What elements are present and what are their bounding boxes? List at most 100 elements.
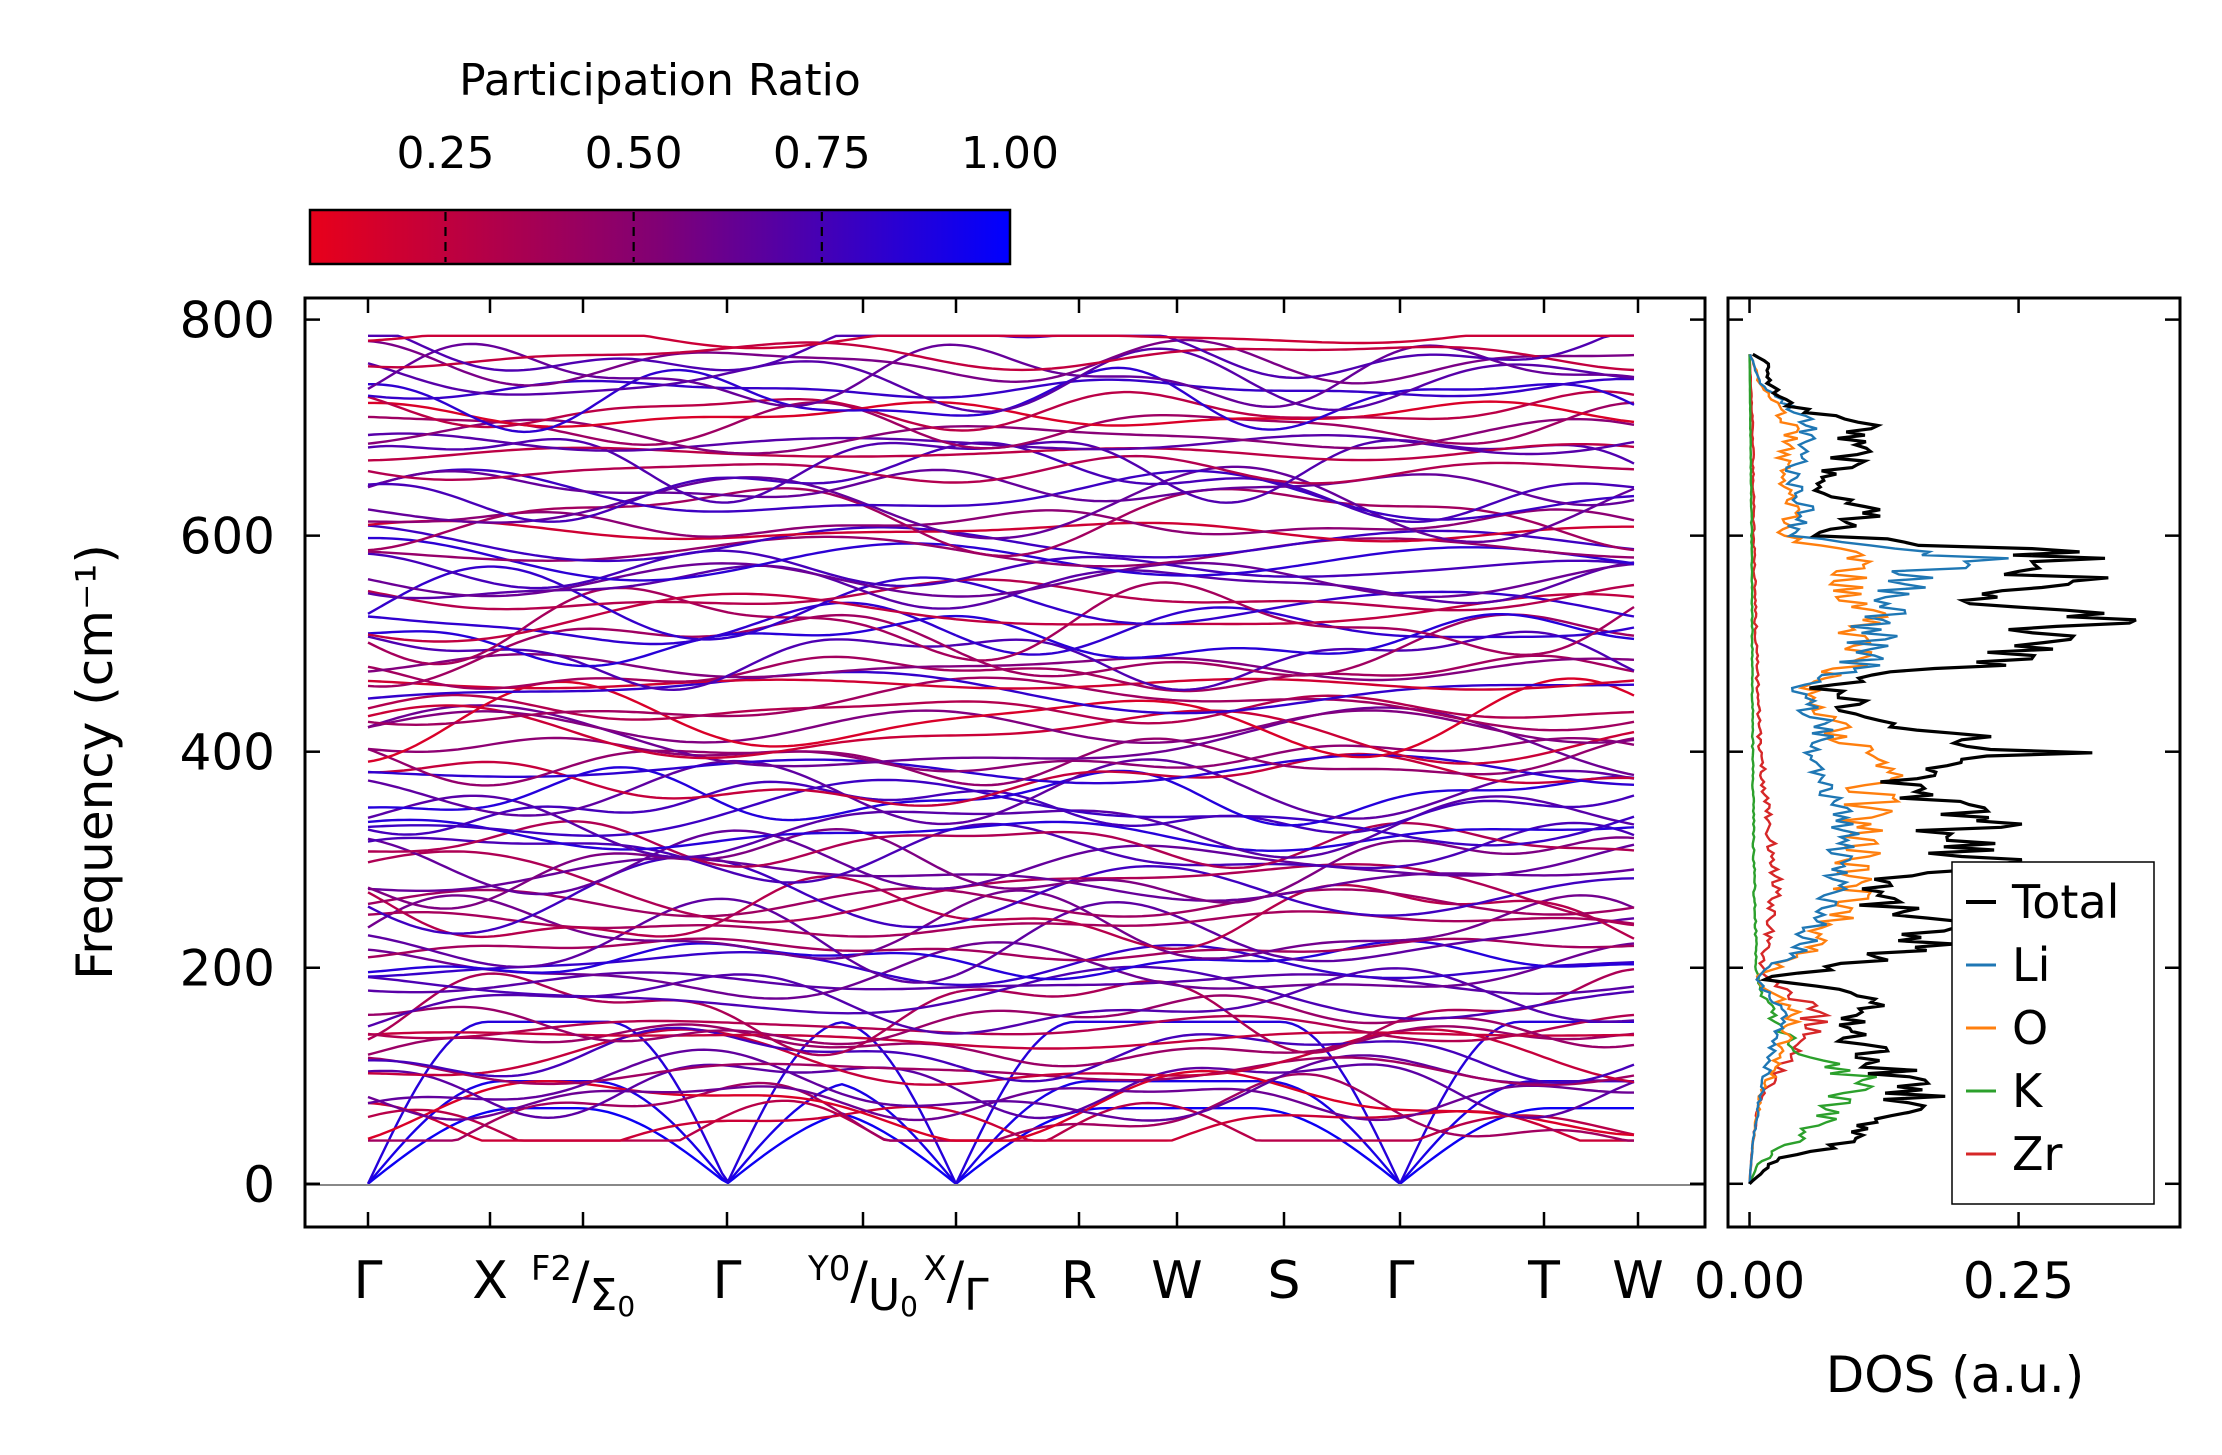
- band-branch: [955, 752, 1635, 805]
- band-branch: [955, 401, 1635, 450]
- band-branch: [955, 820, 1635, 852]
- band-branch: [367, 653, 957, 679]
- band-branch: [955, 1084, 1634, 1122]
- band-branch: [367, 827, 957, 884]
- k-point-label: Y0/U0: [807, 1249, 918, 1323]
- band-branch: [367, 444, 957, 523]
- band-branch: [955, 676, 1635, 732]
- band-branch: [955, 555, 1635, 582]
- band-branch: [955, 487, 1635, 558]
- dos-panel: 0.00 0.25 DOS (a.u.) Total Li OK Zr: [1694, 296, 2182, 1404]
- band-branch: [368, 1026, 957, 1078]
- band-branch: [367, 1019, 957, 1040]
- band-branch: [955, 862, 1635, 927]
- band-branch: [367, 438, 957, 504]
- band-branch: [367, 759, 957, 826]
- band-branch: [367, 709, 957, 744]
- colorbar-title: Participation Ratio: [459, 55, 861, 106]
- legend-label: O: [2012, 1001, 2048, 1055]
- band-branch: [367, 1085, 957, 1122]
- band-branch: [368, 760, 957, 807]
- band-branch: [955, 677, 1635, 691]
- band-branch: [367, 549, 957, 590]
- band-branch: [367, 579, 957, 611]
- dos-curve-o: [1748, 353, 1904, 1184]
- band-branch: [367, 395, 957, 432]
- band-structure-panel: Frequency (cm⁻¹) 0 200 400 600 800 Γ X F2/Σ0 Γ Y0…: [66, 292, 2180, 1323]
- band-branch: [367, 850, 957, 924]
- band-branch: [955, 910, 1635, 930]
- dos-curve-k: [1748, 354, 1877, 1185]
- band-branch: [367, 524, 957, 563]
- band-branch: [368, 1081, 956, 1142]
- band-branch: [955, 973, 1635, 996]
- band-branch: [367, 747, 957, 787]
- band-branch: [955, 613, 1635, 660]
- band-branch: [367, 1063, 957, 1120]
- band-branch: [367, 1005, 957, 1046]
- band-branch: [367, 758, 957, 778]
- band-branch: [367, 670, 957, 700]
- band-branch: [367, 519, 957, 541]
- y-tick-label: 600: [180, 508, 275, 566]
- band-branch: [367, 911, 957, 938]
- dos-curve-zr: [1748, 354, 1833, 1184]
- band-branch: [367, 678, 957, 690]
- band-branch: [367, 468, 957, 513]
- band-branch: [955, 883, 1635, 951]
- colorbar-tick-label: 0.50: [585, 128, 683, 179]
- band-branch: [367, 586, 957, 666]
- band-branch: [955, 758, 1635, 825]
- legend-label: K: [2012, 1064, 2044, 1118]
- band-branch: [955, 836, 1635, 904]
- band-branch: [367, 360, 957, 410]
- x-axis-label: DOS (a.u.): [1826, 1346, 2085, 1404]
- band-branch: [955, 737, 1635, 787]
- band-branch: [367, 1028, 957, 1086]
- legend-box: [1951, 861, 2155, 1205]
- band-branch: [367, 476, 957, 536]
- band-branch: [955, 965, 1635, 1020]
- band-branch: [367, 655, 957, 690]
- k-point-label: R: [1061, 1251, 1097, 1311]
- band-branch: [955, 769, 1635, 827]
- band-branch: [955, 941, 1635, 990]
- band-branch: [367, 334, 956, 350]
- band-branch: [367, 1031, 957, 1046]
- band-branch: [955, 521, 1634, 543]
- y-axis-label: Frequency (cm⁻¹): [66, 544, 124, 980]
- band-branch: [955, 454, 1635, 485]
- band-branch: [367, 736, 956, 773]
- band-branch: [367, 778, 957, 838]
- band-branch: [955, 581, 1635, 662]
- band-branch: [955, 1080, 1634, 1186]
- band-branch: [367, 463, 956, 484]
- y-tick-label: 800: [180, 292, 275, 350]
- legend-label: Li: [2012, 938, 2050, 992]
- band-branch: [955, 1013, 1635, 1043]
- band-branch: [367, 601, 957, 646]
- band-branch: [368, 368, 957, 434]
- band-branch: [367, 613, 957, 688]
- colorbar-gradient: [308, 208, 1012, 266]
- band-frame: [303, 296, 1707, 1229]
- band-branch: [955, 679, 1635, 715]
- band-branch: [367, 342, 957, 408]
- band-branch: [955, 937, 1635, 962]
- k-point-label: Γ: [713, 1251, 742, 1311]
- band-branch: [955, 443, 1635, 462]
- band-branch: [368, 334, 956, 372]
- band-branch: [367, 704, 957, 760]
- band-branch: [955, 656, 1635, 682]
- band-branch: [955, 390, 1635, 432]
- band-branch: [367, 887, 957, 918]
- k-point-label: S: [1267, 1251, 1300, 1311]
- band-branch: [955, 561, 1635, 610]
- band-branch: [955, 737, 1635, 773]
- band-branch: [367, 535, 957, 563]
- dos-x-tick-label: 0.25: [1963, 1252, 2074, 1310]
- band-branch: [955, 343, 1635, 408]
- band-branch: [955, 786, 1635, 847]
- band-branch: [367, 1080, 957, 1185]
- colorbar-tick-label: 0.25: [396, 128, 494, 179]
